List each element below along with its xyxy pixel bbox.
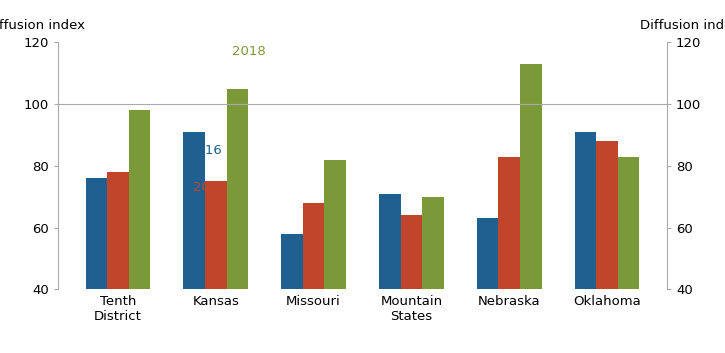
- Bar: [205, 181, 226, 353]
- Text: Diffusion index: Diffusion index: [0, 19, 85, 32]
- Bar: [281, 234, 303, 353]
- Bar: [379, 194, 401, 353]
- Bar: [183, 132, 205, 353]
- Bar: [129, 110, 150, 353]
- Text: 2018: 2018: [233, 45, 266, 58]
- Bar: [86, 178, 107, 353]
- Text: 2017: 2017: [194, 181, 227, 193]
- Bar: [401, 215, 422, 353]
- Bar: [422, 197, 444, 353]
- Bar: [520, 64, 542, 353]
- Bar: [107, 172, 129, 353]
- Bar: [324, 160, 346, 353]
- Bar: [499, 157, 520, 353]
- Bar: [303, 203, 324, 353]
- Bar: [596, 141, 618, 353]
- Bar: [618, 157, 639, 353]
- Bar: [575, 132, 596, 353]
- Text: 2016: 2016: [188, 144, 222, 156]
- Text: Diffusion index: Diffusion index: [640, 19, 725, 32]
- Bar: [477, 219, 499, 353]
- Bar: [226, 89, 248, 353]
